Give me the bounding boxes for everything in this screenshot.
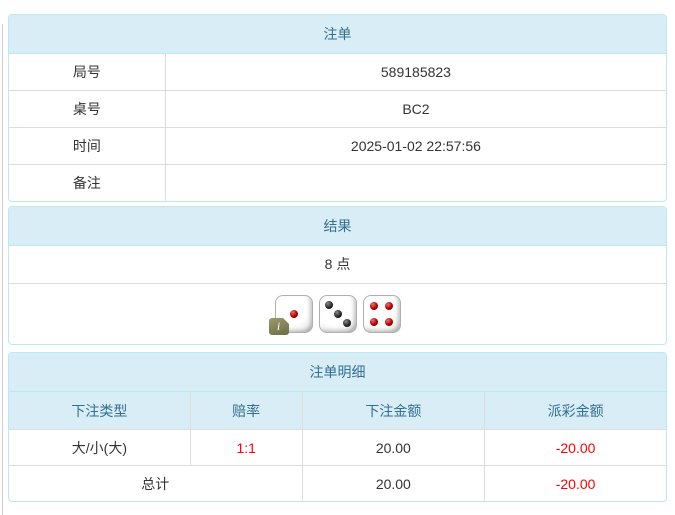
bet-details-table: 下注类型 赔率 下注金额 派彩金额 大/小(大) 1:1 20.00 -20.0… bbox=[9, 392, 666, 501]
time-label: 时间 bbox=[9, 127, 166, 165]
die-pip bbox=[385, 317, 394, 326]
info-icon[interactable]: i bbox=[268, 318, 289, 335]
payout-cell: -20.00 bbox=[484, 429, 666, 466]
die-pip bbox=[289, 310, 298, 318]
die-pip bbox=[369, 302, 378, 311]
die-pip bbox=[333, 310, 342, 318]
col-bet-amount: 下注金额 bbox=[301, 392, 485, 430]
bet-details-panel: 注单明细 下注类型 赔率 下注金额 派彩金额 大/小(大) 1:1 20.00 … bbox=[8, 352, 667, 502]
page-left-edge bbox=[2, 24, 3, 515]
table-row: 桌号 BC2 bbox=[9, 90, 666, 128]
total-bet-amount: 20.00 bbox=[301, 465, 485, 501]
result-title: 结果 bbox=[9, 207, 666, 246]
die-pip bbox=[385, 302, 394, 311]
total-label: 总计 bbox=[9, 465, 303, 501]
round-id-value: 589185823 bbox=[380, 64, 451, 80]
time-value: 2025-01-02 22:57:56 bbox=[165, 127, 666, 165]
bet-amount-cell: 20.00 bbox=[301, 429, 485, 466]
col-bet-type: 下注类型 bbox=[9, 392, 191, 430]
die-1: i bbox=[268, 295, 313, 335]
result-points: 8 点 bbox=[9, 246, 666, 284]
table-id-label: 桌号 bbox=[9, 90, 166, 128]
remark-value bbox=[165, 164, 666, 201]
bet-slip-panel: 注单 局号 589185823 桌号 BC2 时间 2025-01-02 22:… bbox=[8, 14, 667, 202]
die-pip bbox=[324, 301, 333, 309]
total-row: 总计 20.00 -20.00 bbox=[9, 465, 666, 501]
remark-label: 备注 bbox=[9, 164, 166, 201]
table-id-value: BC2 bbox=[165, 90, 666, 128]
bet-slip-title: 注单 bbox=[9, 15, 666, 54]
bet-slip-table: 局号 589185823 桌号 BC2 时间 2025-01-02 22:57:… bbox=[9, 54, 666, 201]
table-row: 大/小(大) 1:1 20.00 -20.00 bbox=[9, 429, 666, 466]
bet-details-title: 注单明细 bbox=[9, 353, 666, 392]
table-header-row: 下注类型 赔率 下注金额 派彩金额 bbox=[9, 392, 666, 430]
table-row: 局号 589185823 bbox=[9, 54, 666, 91]
die-pip bbox=[369, 317, 378, 326]
table-row: 备注 bbox=[9, 164, 666, 201]
bet-detail-page: { "colors": { "accent_bg": "#d9edf7", "a… bbox=[0, 14, 675, 515]
dice-row: i bbox=[9, 284, 666, 344]
bet-type-cell: 大/小(大) bbox=[71, 439, 128, 456]
total-payout: -20.00 bbox=[484, 465, 666, 501]
table-row: 时间 2025-01-02 22:57:56 bbox=[9, 127, 666, 165]
die-pip bbox=[342, 319, 351, 327]
col-odds: 赔率 bbox=[189, 392, 303, 430]
result-panel: 结果 8 点 i bbox=[8, 206, 667, 345]
col-payout: 派彩金额 bbox=[484, 392, 666, 430]
die-4 bbox=[362, 295, 401, 333]
odds-cell: 1:1 bbox=[189, 429, 303, 466]
round-id-label: 局号 bbox=[9, 54, 166, 91]
die-3 bbox=[318, 295, 357, 333]
